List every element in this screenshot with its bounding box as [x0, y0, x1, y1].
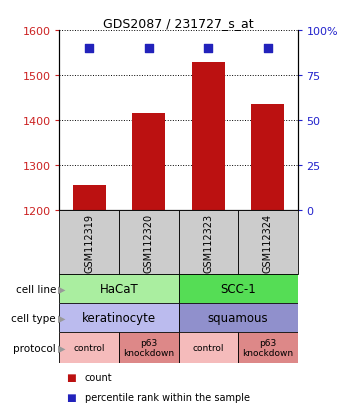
Point	[205, 45, 211, 52]
Text: cell type: cell type	[12, 313, 56, 323]
Text: squamous: squamous	[208, 311, 268, 325]
Bar	[73, 186, 106, 211]
Text: p63
knockdown: p63 knockdown	[123, 338, 174, 358]
Bar	[119, 211, 178, 275]
Text: cell line: cell line	[16, 284, 56, 294]
Bar	[178, 275, 298, 304]
Text: p63
knockdown: p63 knockdown	[242, 338, 293, 358]
Text: control: control	[192, 344, 224, 352]
Text: ▶: ▶	[58, 284, 65, 294]
Text: protocol: protocol	[13, 343, 56, 353]
Bar	[132, 114, 165, 211]
Title: GDS2087 / 231727_s_at: GDS2087 / 231727_s_at	[103, 17, 254, 30]
Bar	[192, 62, 225, 211]
Bar	[178, 332, 238, 363]
Bar	[59, 332, 119, 363]
Bar	[178, 211, 238, 275]
Text: GSM112324: GSM112324	[263, 213, 273, 272]
Text: HaCaT: HaCaT	[100, 282, 138, 296]
Bar	[59, 304, 178, 332]
Bar	[238, 211, 298, 275]
Point	[86, 45, 92, 52]
Text: GSM112323: GSM112323	[203, 213, 213, 272]
Text: percentile rank within the sample: percentile rank within the sample	[85, 392, 250, 403]
Text: GSM112320: GSM112320	[144, 213, 154, 272]
Text: ■: ■	[66, 392, 76, 403]
Text: control: control	[73, 344, 105, 352]
Point	[265, 45, 271, 52]
Bar	[238, 332, 298, 363]
Text: GSM112319: GSM112319	[84, 213, 94, 272]
Text: ▶: ▶	[58, 313, 65, 323]
Text: count: count	[85, 372, 113, 382]
Bar	[59, 275, 178, 304]
Text: ■: ■	[66, 372, 76, 382]
Bar	[59, 211, 119, 275]
Bar	[119, 332, 178, 363]
Bar	[178, 304, 298, 332]
Text: SCC-1: SCC-1	[220, 282, 256, 296]
Text: keratinocyte: keratinocyte	[82, 311, 156, 325]
Bar	[251, 105, 284, 211]
Point	[146, 45, 152, 52]
Text: ▶: ▶	[58, 343, 65, 353]
